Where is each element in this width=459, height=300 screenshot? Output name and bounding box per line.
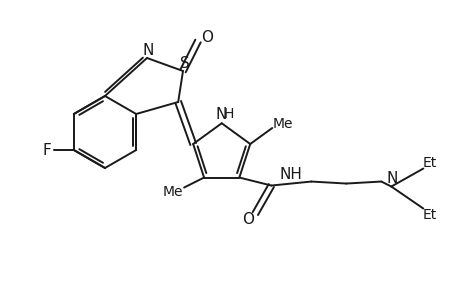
Text: Me: Me [272,117,293,131]
Text: N: N [386,171,397,186]
Text: O: O [242,212,254,227]
Text: O: O [201,29,213,44]
Text: Et: Et [421,208,436,221]
Text: N: N [214,107,226,122]
Text: S: S [180,56,190,70]
Text: NH: NH [279,167,302,182]
Text: H: H [223,107,233,121]
Text: F: F [42,142,51,158]
Text: Et: Et [421,155,436,170]
Text: Me: Me [162,184,183,199]
Text: N: N [142,43,153,58]
